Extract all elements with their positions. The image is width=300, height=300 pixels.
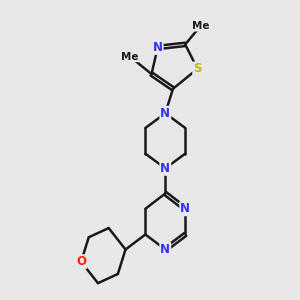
Text: N: N: [180, 202, 190, 215]
Text: S: S: [193, 62, 202, 75]
Text: N: N: [160, 162, 170, 175]
Text: Me: Me: [122, 52, 139, 61]
Text: O: O: [76, 255, 86, 268]
Text: N: N: [153, 41, 163, 54]
Text: N: N: [160, 243, 170, 256]
Text: N: N: [160, 107, 170, 120]
Text: Me: Me: [192, 21, 209, 31]
